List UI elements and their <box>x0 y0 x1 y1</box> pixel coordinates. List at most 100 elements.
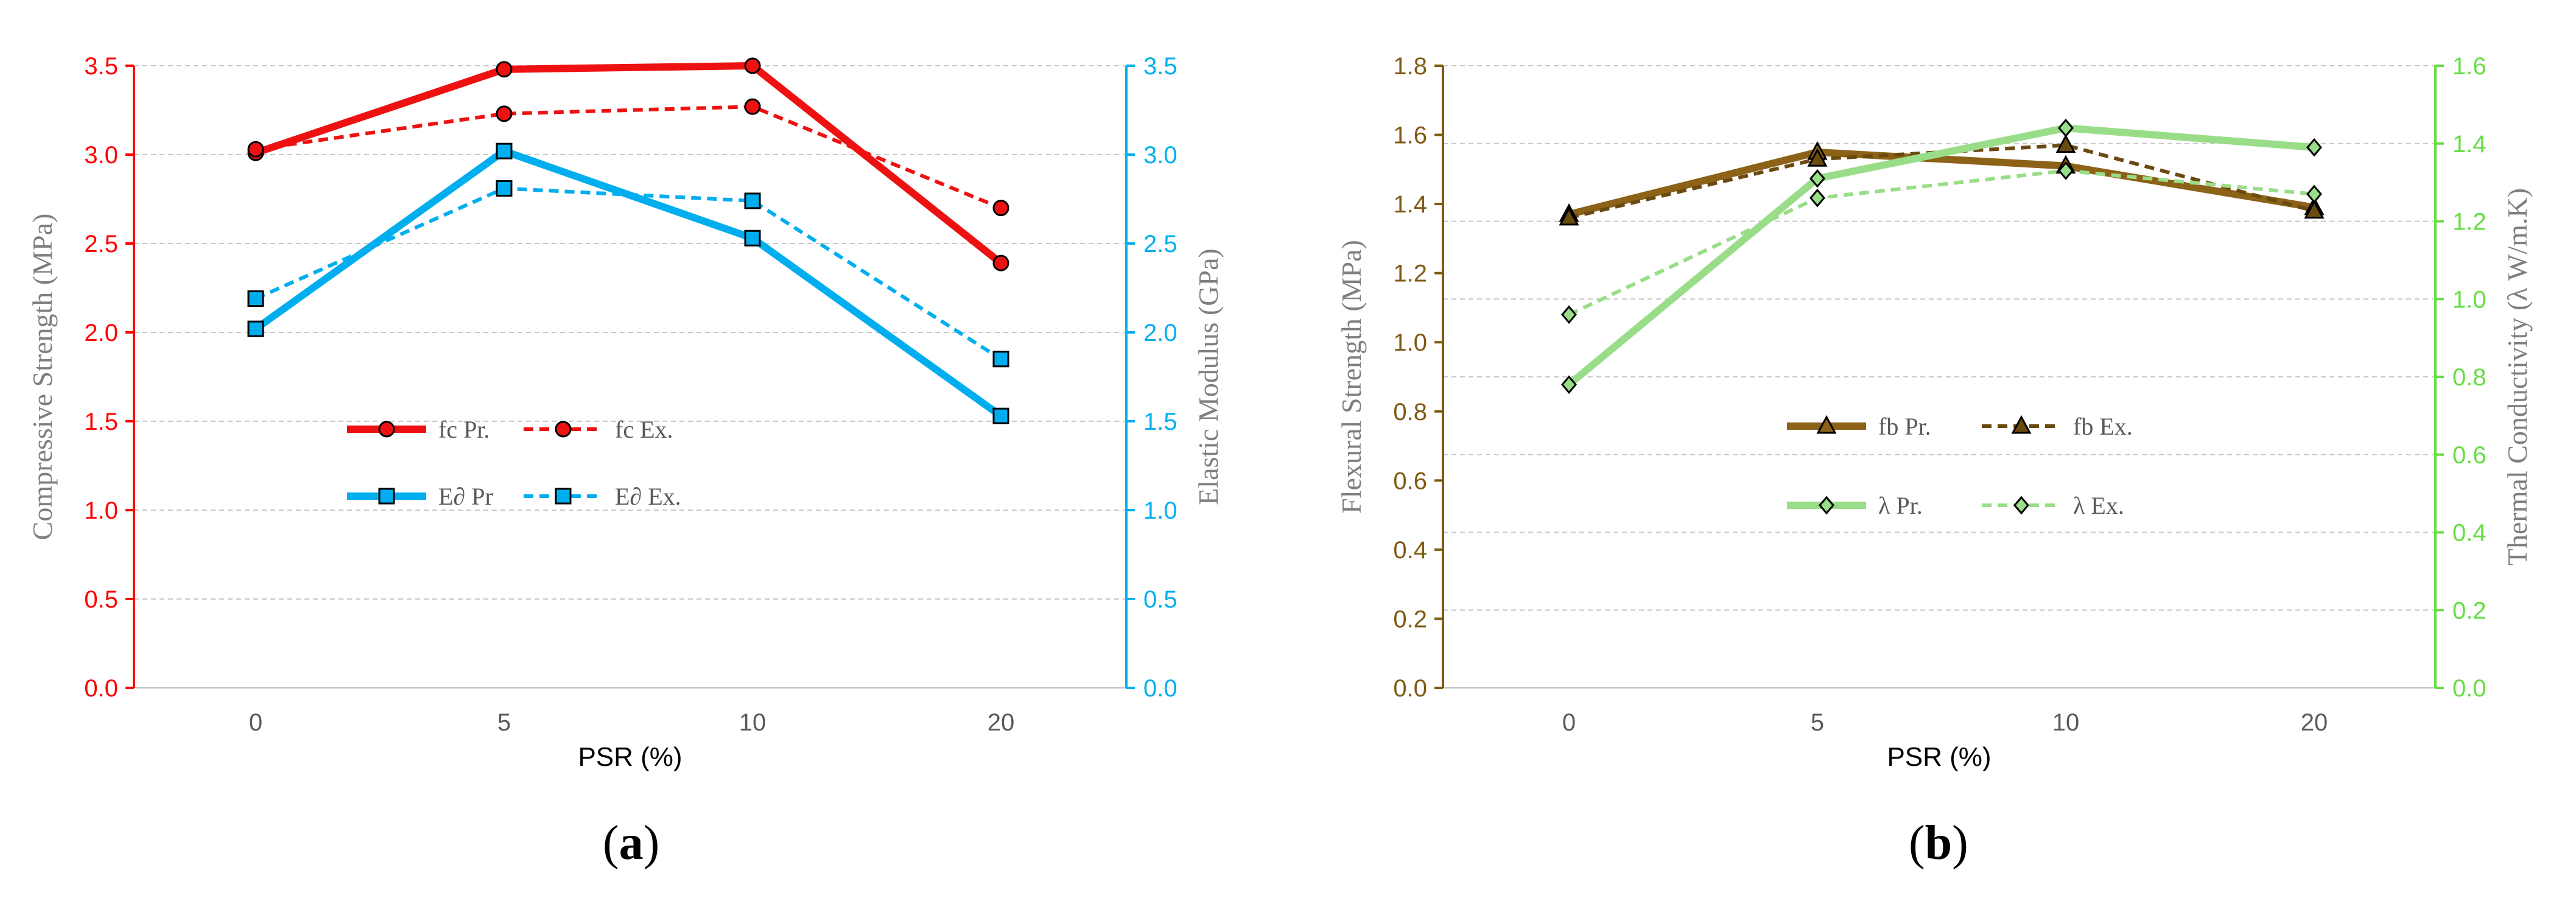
right-y-tick-label: 3.0 <box>1143 142 1177 169</box>
legend-label: fc Ex. <box>615 416 673 443</box>
x-tick-label: 10 <box>739 709 767 736</box>
data-point <box>2055 134 2076 153</box>
right-y-tick-label: 1.5 <box>1143 408 1177 435</box>
right-y-tick-label: 0.0 <box>2452 675 2487 702</box>
left-y-axis-title: Flexural Strength (MPa) <box>1336 240 1367 514</box>
right-y-tick-label: 0.4 <box>2452 520 2487 547</box>
data-point <box>2306 184 2322 204</box>
chart-panel-a: 0.0 0.5 1.0 1.5 2.0 2.5 3.0 3.5 0.0 0.5 1.0 1.5 2.0 2… <box>27 53 1224 772</box>
right-y-tick-label: 1.4 <box>2452 131 2487 158</box>
right-y-tick-label: 0.6 <box>2452 442 2487 469</box>
legend-label: λ Ex. <box>2073 492 2124 519</box>
left-y-tick-label: 0.0 <box>84 675 118 702</box>
data-point <box>496 180 513 197</box>
legend-label: fc Pr. <box>438 416 490 443</box>
left-y-tick-label: 2.5 <box>84 231 118 258</box>
data-point <box>1807 148 1828 167</box>
data-point <box>744 98 761 115</box>
data-point <box>2304 200 2325 219</box>
panel-label-b: (b) <box>1909 816 1968 870</box>
x-tick-label: 5 <box>1811 709 1824 736</box>
data-point <box>744 57 761 74</box>
data-point <box>496 61 513 78</box>
legend-marker <box>2013 496 2029 515</box>
series-line-2 <box>253 147 1003 419</box>
legend-marker <box>555 421 572 438</box>
left-y-tick-label: 1.6 <box>1393 122 1427 149</box>
right-y-tick-label: 1.2 <box>2452 209 2487 236</box>
data-point <box>496 105 513 122</box>
left-y-tick-label: 1.0 <box>1393 329 1427 356</box>
right-y-axis-title: Elastic Modulus (GPa) <box>1193 248 1224 505</box>
legend-label: λ Pr. <box>1878 492 1923 519</box>
legend-label: E∂ Ex. <box>615 483 681 510</box>
series-line-3 <box>1568 169 2315 317</box>
data-point <box>744 230 761 247</box>
right-y-axis-title: Thermal Conductivity (λ W/m.K) <box>2502 188 2533 566</box>
right-y-tick-label: 0.2 <box>2452 597 2487 624</box>
series-line-0 <box>1568 148 2315 218</box>
data-point <box>992 407 1009 424</box>
left-y-tick-label: 0.4 <box>1393 537 1427 564</box>
legend-marker <box>378 421 395 438</box>
right-y-tick-label: 2.0 <box>1143 320 1177 346</box>
left-y-tick-label: 0.0 <box>1393 675 1427 702</box>
legend-label: E∂ Pr <box>438 483 493 510</box>
left-y-axis-title: Compressive Strength (MPa) <box>27 214 58 541</box>
legend-marker <box>555 488 572 505</box>
legend-marker <box>1819 496 1834 515</box>
legend-marker <box>2011 415 2032 434</box>
right-y-tick-label: 1.0 <box>1143 497 1177 524</box>
data-point <box>247 141 264 158</box>
chart-panel-b: 0.0 0.2 0.4 0.6 0.8 1.0 1.2 1.4 1.6 1.8 0.0 0.2 0.4 0… <box>1336 53 2533 772</box>
data-point <box>2058 118 2074 138</box>
left-y-tick-label: 1.8 <box>1393 53 1427 80</box>
data-point <box>1561 375 1577 394</box>
series-line-1 <box>255 105 1002 210</box>
data-point <box>1561 305 1577 324</box>
legend-label: fb Ex. <box>2073 413 2133 440</box>
data-point <box>992 254 1009 272</box>
series-line-3 <box>254 186 1002 361</box>
right-y-tick-label: 0.0 <box>1143 675 1177 702</box>
x-tick-label: 0 <box>249 709 262 736</box>
series-line-1 <box>1568 143 2315 220</box>
left-y-tick-label: 1.2 <box>1393 261 1427 287</box>
x-axis-title: PSR (%) <box>578 742 682 772</box>
panel-label-a: (a) <box>603 816 660 870</box>
left-y-tick-label: 3.5 <box>84 53 118 80</box>
x-tick-label: 20 <box>988 709 1015 736</box>
left-y-tick-label: 0.8 <box>1393 399 1427 426</box>
data-point <box>1559 206 1579 226</box>
right-y-tick-label: 0.5 <box>1143 586 1177 613</box>
data-point <box>992 200 1009 217</box>
x-axis-title: PSR (%) <box>1887 742 1991 772</box>
right-y-tick-label: 3.5 <box>1143 53 1177 80</box>
left-y-tick-label: 0.5 <box>84 586 118 613</box>
legend-marker <box>378 488 395 505</box>
left-y-tick-label: 0.2 <box>1393 606 1427 632</box>
series-line-0 <box>254 62 1003 266</box>
right-y-tick-label: 1.0 <box>2452 286 2487 313</box>
data-point <box>496 142 513 159</box>
left-y-tick-label: 0.6 <box>1393 468 1427 494</box>
x-tick-label: 20 <box>2301 709 2328 736</box>
left-y-tick-label: 3.0 <box>84 142 118 169</box>
x-tick-label: 10 <box>2052 709 2080 736</box>
right-y-tick-label: 2.5 <box>1143 231 1177 258</box>
data-point <box>2058 161 2074 180</box>
left-y-tick-label: 1.4 <box>1393 191 1427 218</box>
x-tick-label: 5 <box>497 709 511 736</box>
data-point <box>992 351 1009 368</box>
data-point <box>247 320 264 337</box>
series-line-2 <box>1567 124 2315 388</box>
left-y-tick-label: 1.5 <box>84 408 118 435</box>
data-point <box>1809 169 1825 188</box>
data-point <box>2306 138 2322 157</box>
left-y-tick-label: 1.0 <box>84 497 118 524</box>
right-y-tick-label: 1.6 <box>2452 53 2487 80</box>
data-point <box>247 290 264 307</box>
left-y-tick-label: 2.0 <box>84 320 118 346</box>
legend-marker <box>1816 415 1837 434</box>
